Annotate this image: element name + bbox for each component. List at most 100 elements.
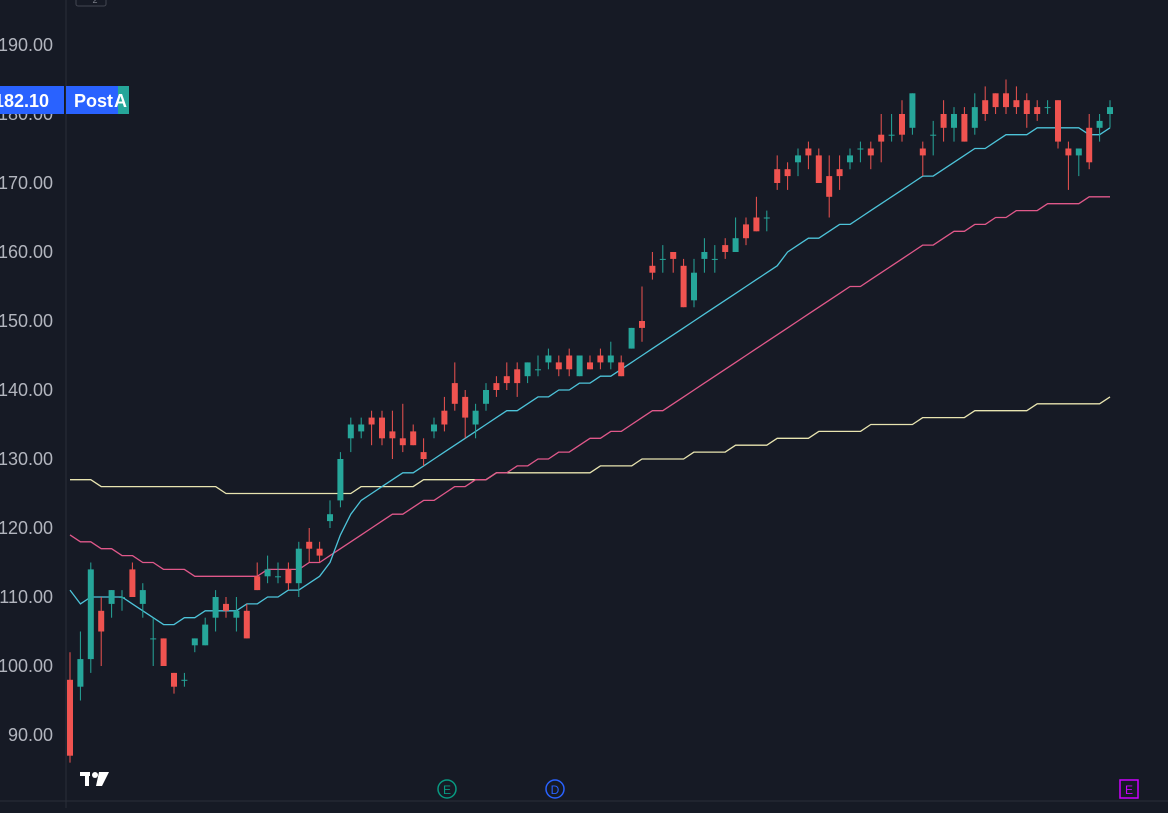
candle-body [815,155,822,183]
candle-body [607,355,614,363]
candle-body [98,610,105,632]
candle [628,327,635,349]
candle-body [930,134,937,136]
candle [805,141,812,170]
candle-body [805,148,812,156]
candle-body [1065,148,1072,156]
candle [191,638,198,653]
candle-body [919,148,926,156]
candle-body [1055,100,1061,142]
ma-fast-line [69,127,1111,626]
candle-body [992,93,999,108]
candle-body [587,362,593,370]
candle-body [306,541,313,549]
candle-body [472,410,479,425]
dividend-marker-letter: D [551,783,560,797]
candle-body [680,265,687,308]
candle [139,583,146,618]
candle-body [618,362,625,377]
tradingview-logo[interactable] [80,772,109,786]
candle-body [826,176,833,197]
y-tick-label: 90.00 [8,725,53,745]
candle-body [639,321,645,328]
candle [982,86,989,121]
candle [680,258,687,308]
candle-body [961,114,968,142]
candle [243,603,250,639]
candle-body [888,134,895,136]
candle-body [670,252,677,259]
candle-body [982,100,989,114]
candle [306,528,313,563]
post-tag-bg [66,86,118,114]
candle [368,410,375,446]
candle-body [701,252,708,259]
candle [223,597,229,618]
candle-body [160,638,167,666]
candle-body [202,624,209,646]
candle-body [399,438,406,446]
candle [275,562,281,584]
dividend-marker-ring [545,779,565,799]
candle [129,562,136,597]
candle-body [566,355,573,370]
candle [431,417,437,439]
candle [181,672,188,687]
earnings-marker-2[interactable]: E [1119,779,1139,799]
candle-body [795,155,801,163]
candle-body [129,569,136,597]
candle [743,217,749,246]
candle-body [233,610,240,618]
candle-body [337,459,344,501]
top-box[interactable]: 2 [75,0,107,7]
candle [618,355,625,377]
candle-body [77,659,84,687]
candle [587,355,593,370]
y-tick-label: 160.00 [0,242,53,262]
earnings-marker-1[interactable]: E [437,779,457,799]
candle [87,562,94,673]
candle [1096,114,1103,142]
dividend-marker[interactable]: D [545,779,565,799]
top-box-label: 2 [92,0,97,5]
candle [691,258,697,308]
earnings-marker-1-ring [437,779,457,799]
candle-body [524,362,531,377]
candle [847,148,853,170]
candle-body [139,590,146,604]
candle [867,141,874,170]
candle [462,390,469,439]
candle [160,638,167,666]
candle-body [971,107,978,128]
candle-body [597,355,604,363]
candle [451,362,458,411]
candle [472,403,479,439]
candle [753,196,760,232]
candle-body [327,514,333,522]
candle [295,541,302,597]
candle [857,141,864,163]
candle-body [441,410,448,425]
y-tick-label: 140.00 [0,380,53,400]
candle [639,286,645,342]
logo-stem [85,772,89,786]
candle [358,417,365,439]
candle [389,410,396,459]
candle [961,107,968,142]
candle-body [940,114,947,128]
logo-dot [92,772,98,778]
price-tag[interactable]: 182.10 Post A [0,86,129,114]
candle [347,417,354,453]
candle [774,155,781,190]
candle [909,93,916,135]
candle-body [431,424,437,432]
earnings-marker-2-box [1119,779,1139,799]
candle-body [753,217,760,232]
candle-body [358,424,365,432]
candle-body [628,327,635,349]
candle-body [535,369,541,371]
candle-body [316,548,323,556]
candle [108,590,115,618]
